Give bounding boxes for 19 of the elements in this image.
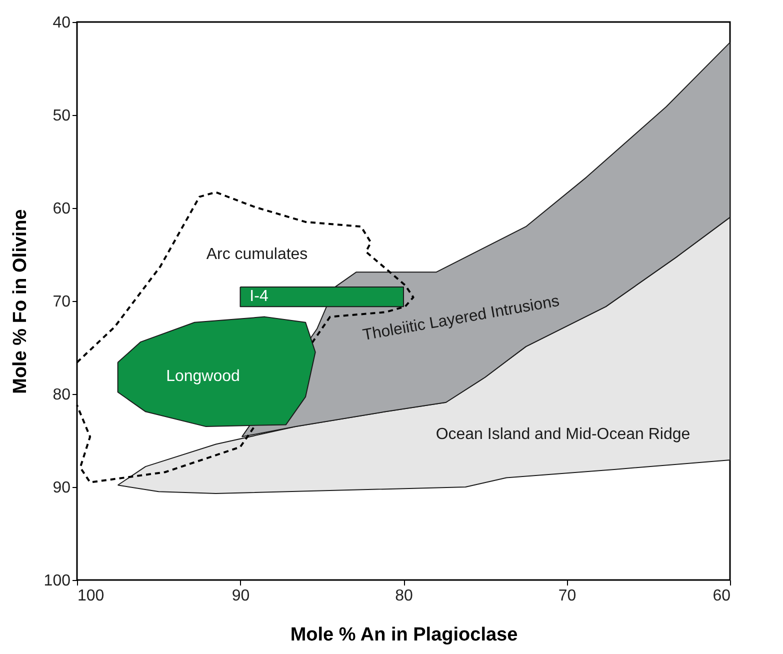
x-tick-label: 60: [712, 588, 731, 604]
x-tick-label: 70: [558, 588, 576, 604]
y-tick-label: 100: [44, 572, 71, 590]
x-tick-label: 80: [395, 588, 413, 604]
y-tick-label: 70: [52, 294, 71, 310]
x-tick-label: 90: [232, 588, 250, 604]
series-label: I-4: [250, 288, 268, 305]
y-tick-label: 80: [52, 386, 71, 404]
series-label: Tholeiitic Layered Intrusions: [362, 292, 561, 344]
series-label: Arc cumulates: [206, 246, 308, 263]
series-label: Ocean Island and Mid-Ocean Ridge: [436, 426, 690, 443]
y-tick-label: 90: [52, 480, 71, 496]
y-tick-label: 60: [52, 200, 71, 218]
y-axis-title: Mole % Fo in Olivine: [10, 209, 31, 394]
y-tick-label: 50: [52, 108, 71, 124]
x-axis-title: Mole % An in Plagioclase: [290, 624, 518, 646]
y-tick-label: 40: [52, 14, 71, 32]
x-tick-label: 100: [78, 588, 104, 604]
series-label: Longwood: [166, 368, 240, 385]
